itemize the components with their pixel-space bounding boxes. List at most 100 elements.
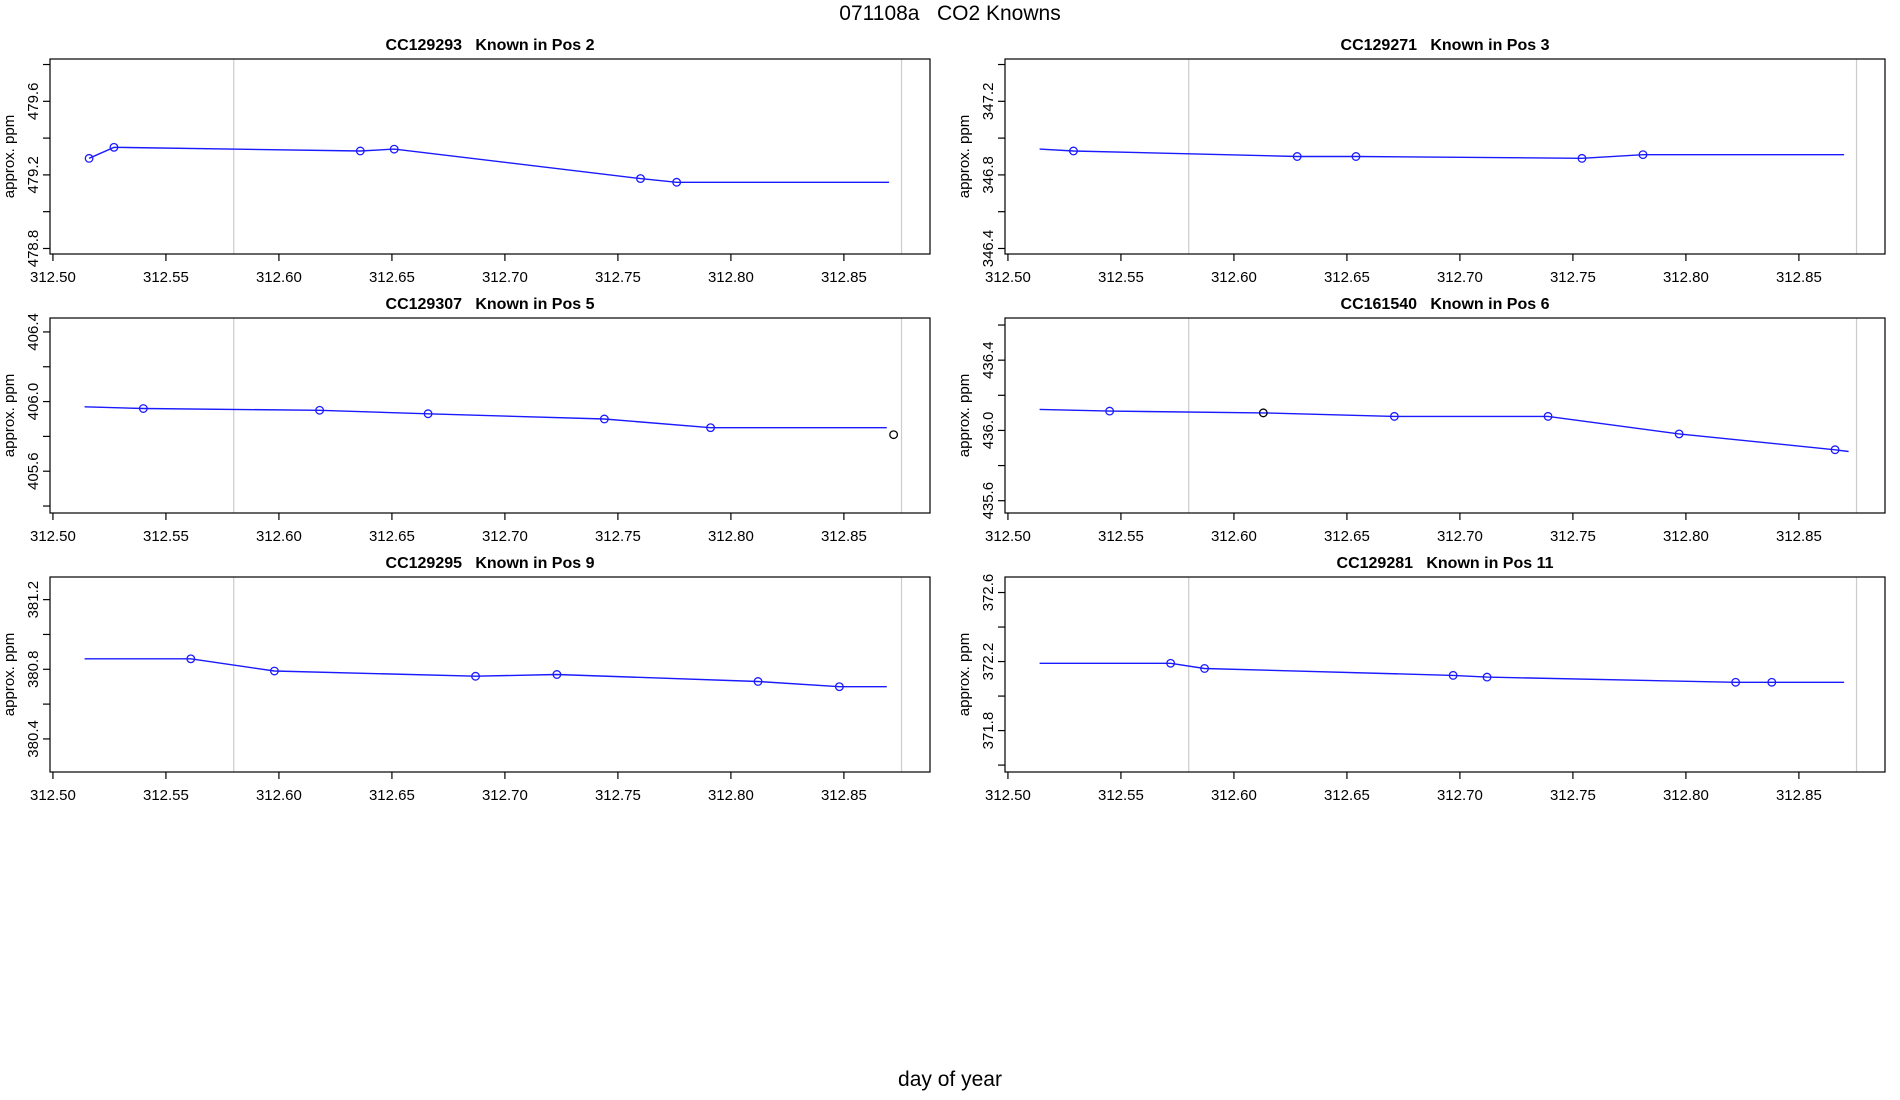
x-tick-label: 312.60 — [1211, 528, 1257, 545]
x-tick-label: 312.75 — [1550, 269, 1596, 286]
x-tick-label: 312.65 — [369, 269, 415, 286]
x-tick-label: 312.80 — [1663, 787, 1709, 804]
x-tick-label: 312.60 — [1211, 269, 1257, 286]
data-point-blue — [1389, 411, 1399, 421]
page-title: 071108a CO2 Knowns — [839, 2, 1061, 25]
data-point-blue — [706, 423, 716, 433]
x-tick-label: 312.65 — [369, 787, 415, 804]
panel-title: CC129295 Known in Pos 9 — [386, 555, 595, 572]
x-tick-label: 312.85 — [1776, 787, 1822, 804]
data-point-blue — [672, 177, 682, 187]
x-tick-label: 312.50 — [985, 787, 1031, 804]
data-point-blue — [834, 682, 844, 692]
x-tick-label: 312.55 — [143, 269, 189, 286]
data-line — [1039, 148, 1845, 160]
y-tick-label: 436.0 — [980, 412, 997, 450]
panel-CC129281: 312.50 312.55 312.60 312.65 312.70 312.75 312.… — [956, 555, 1886, 804]
x-tick-label: 312.60 — [256, 269, 302, 286]
data-point-blue — [1069, 146, 1078, 156]
x-tick-label: 312.85 — [821, 269, 867, 286]
x-tick-label: 312.60 — [1211, 787, 1257, 804]
x-tick-label: 312.75 — [595, 269, 641, 286]
x-tick-label: 312.80 — [708, 528, 754, 545]
data-point-blue — [1292, 152, 1302, 161]
panel-CC161540: 312.50 312.55 312.60 312.65 312.70 312.75 312.… — [956, 296, 1886, 545]
data-point-blue — [1482, 672, 1492, 682]
y-tick-label: 436.4 — [980, 341, 997, 379]
y-axis-label: approx. ppm — [956, 115, 973, 198]
data-point-blue — [109, 142, 119, 152]
panel-CC129307: 312.50 312.55 312.60 312.65 312.70 312.75 312.… — [1, 296, 931, 545]
x-tick-label: 312.50 — [30, 787, 76, 804]
x-tick-label: 312.80 — [708, 269, 754, 286]
data-line — [84, 658, 887, 688]
panel-CC129295: 312.50 312.55 312.60 312.65 312.70 312.75 312.… — [1, 555, 931, 804]
x-tick-label: 312.85 — [1776, 269, 1822, 286]
plot-frame — [1004, 317, 1886, 514]
x-tick-label: 312.85 — [821, 528, 867, 545]
x-tick-label: 312.80 — [1663, 528, 1709, 545]
x-tick-label: 312.70 — [1437, 528, 1483, 545]
panel-CC129293: 312.50 312.55 312.60 312.65 312.70 312.75 312.… — [1, 37, 931, 286]
x-tick-label: 312.80 — [1663, 269, 1709, 286]
x-tick-label: 312.75 — [595, 528, 641, 545]
data-point-blue — [389, 144, 399, 154]
x-tick-label: 312.85 — [821, 787, 867, 804]
x-tick-label: 312.70 — [1437, 787, 1483, 804]
y-tick-label: 371.8 — [980, 712, 997, 750]
data-point-blue — [315, 405, 325, 415]
data-point-black — [1258, 408, 1268, 418]
x-tick-label: 312.80 — [708, 787, 754, 804]
y-tick-label: 381.2 — [25, 581, 42, 619]
x-tick-label: 312.55 — [1098, 787, 1144, 804]
x-tick-label: 312.55 — [1098, 528, 1144, 545]
data-line — [88, 146, 890, 184]
data-point-blue — [1731, 677, 1741, 687]
y-tick-label: 406.4 — [25, 313, 42, 351]
x-tick-label: 312.50 — [30, 269, 76, 286]
data-point-blue — [1830, 445, 1840, 455]
panel-title: CC129281 Known in Pos 11 — [1337, 555, 1554, 572]
x-tick-label: 312.65 — [1324, 269, 1370, 286]
data-point-blue — [1200, 664, 1209, 673]
data-point-blue — [1674, 429, 1684, 439]
data-line — [1039, 408, 1849, 453]
plot-frame — [49, 317, 931, 514]
data-point-blue — [269, 666, 279, 676]
y-axis-label: approx. ppm — [1, 115, 18, 198]
data-point-blue — [1577, 153, 1587, 163]
y-tick-label: 478.8 — [25, 230, 42, 268]
y-axis-label: approx. ppm — [956, 633, 973, 716]
x-tick-label: 312.70 — [1437, 269, 1483, 286]
y-tick-label: 346.4 — [980, 230, 997, 268]
x-tick-label: 312.55 — [1098, 269, 1144, 286]
y-tick-label: 380.4 — [25, 720, 42, 758]
data-point-blue — [753, 677, 763, 686]
plot-frame — [1004, 576, 1886, 773]
data-point-blue — [186, 654, 196, 664]
y-tick-label: 406.0 — [25, 383, 42, 421]
x-tick-label: 312.75 — [595, 787, 641, 804]
x-tick-label: 312.70 — [482, 528, 528, 545]
data-point-blue — [355, 146, 365, 156]
x-tick-label: 312.50 — [985, 269, 1031, 286]
data-point-blue — [471, 671, 480, 681]
x-tick-label: 312.65 — [369, 528, 415, 545]
data-point-blue — [1351, 152, 1361, 161]
data-point-blue — [1448, 670, 1458, 680]
panel-title: CC129307 Known in Pos 5 — [386, 296, 595, 313]
x-tick-label: 312.85 — [1776, 528, 1822, 545]
data-point-blue — [1166, 658, 1176, 668]
x-tick-label: 312.75 — [1550, 528, 1596, 545]
y-axis-label: approx. ppm — [1, 374, 18, 457]
x-tick-label: 312.70 — [482, 269, 528, 286]
y-axis-label: approx. ppm — [1, 633, 18, 716]
data-point-blue — [552, 670, 562, 679]
data-point-blue — [423, 409, 433, 419]
x-tick-label: 312.65 — [1324, 528, 1370, 545]
x-tick-label: 312.60 — [256, 787, 302, 804]
plot-frame — [49, 58, 931, 255]
plot-frame — [49, 576, 931, 773]
y-tick-label: 347.2 — [980, 83, 997, 121]
data-point-blue — [1105, 406, 1115, 416]
